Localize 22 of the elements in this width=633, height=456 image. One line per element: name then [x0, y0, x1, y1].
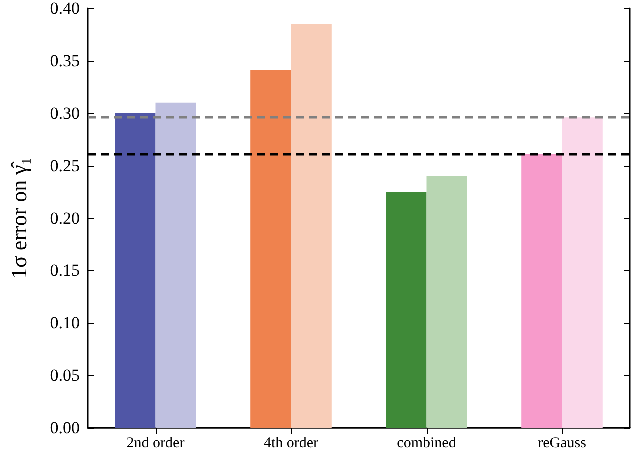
y-tick-label: 0.00: [50, 418, 80, 438]
x-tick-label: 4th order: [264, 436, 319, 452]
x-tick-label: 2nd order: [126, 436, 185, 452]
bar: [522, 154, 562, 428]
x-tick-label: combined: [397, 436, 457, 452]
y-tick-label: 0.40: [50, 0, 80, 18]
y-tick-label: 0.30: [50, 104, 80, 123]
bar: [386, 192, 427, 428]
y-tick-label: 0.15: [50, 261, 80, 280]
y-tick-label: 0.05: [50, 366, 80, 386]
bar: [562, 118, 603, 428]
y-axis-title: 1σ error on γ̂₁: [6, 158, 32, 279]
x-tick-label: reGauss: [538, 436, 587, 452]
bar: [115, 113, 156, 428]
bar: [156, 102, 196, 428]
bar: [426, 176, 468, 428]
bar: [250, 70, 292, 428]
y-tick-label: 0.25: [50, 156, 80, 176]
y-tick-label: 0.35: [50, 51, 80, 70]
bar: [291, 24, 332, 428]
y-tick-label: 0.10: [50, 314, 80, 333]
y-tick-label: 0.20: [50, 208, 80, 228]
